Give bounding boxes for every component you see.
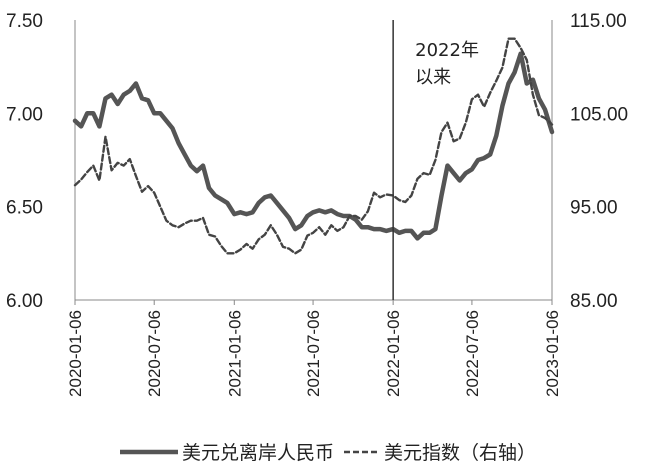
x-tick-label: 2022-07-06 <box>463 310 482 397</box>
x-tick-label: 2021-01-06 <box>225 310 244 397</box>
right-tick-label: 105.00 <box>570 104 628 125</box>
right-tick-label: 85.00 <box>570 291 618 312</box>
left-tick-label: 7.50 <box>6 11 43 32</box>
x-tick-label: 2023-01-06 <box>543 310 562 397</box>
legend-label-cnh: 美元兑离岸人民币 <box>182 442 334 464</box>
right-tick-label: 95.00 <box>570 198 618 219</box>
annotation-text-line-1: 2022年 <box>415 40 479 61</box>
x-tick-label: 2020-07-06 <box>145 310 164 397</box>
left-tick-label: 6.50 <box>6 198 43 219</box>
series-line-cnh <box>72 51 555 241</box>
x-tick-label: 2020-01-06 <box>66 310 85 397</box>
series-layer <box>72 37 555 255</box>
left-tick-label: 7.00 <box>6 104 43 125</box>
right-tick-label: 115.00 <box>570 11 627 32</box>
left-axis-tick-labels: 6.00 6.50 7.00 7.50 <box>6 11 43 312</box>
annotation-text-line-2: 以来 <box>415 67 451 88</box>
legend-label-dxy: 美元指数（右轴） <box>384 442 536 464</box>
left-tick-label: 6.00 <box>6 291 43 312</box>
right-axis-tick-labels: 85.00 95.00 105.00 115.00 <box>570 11 628 312</box>
x-tick-label: 2021-07-06 <box>304 310 323 397</box>
annotation: 2022年 以来 <box>392 20 479 300</box>
x-axis-tick-labels: 2020-01-06 2020-07-06 2021-01-06 2021-07-06… <box>66 300 562 397</box>
series-line-dxy <box>73 37 554 255</box>
legend: 美元兑离岸人民币 美元指数（右轴） <box>120 442 536 464</box>
x-tick-label: 2022-01-06 <box>384 310 403 397</box>
